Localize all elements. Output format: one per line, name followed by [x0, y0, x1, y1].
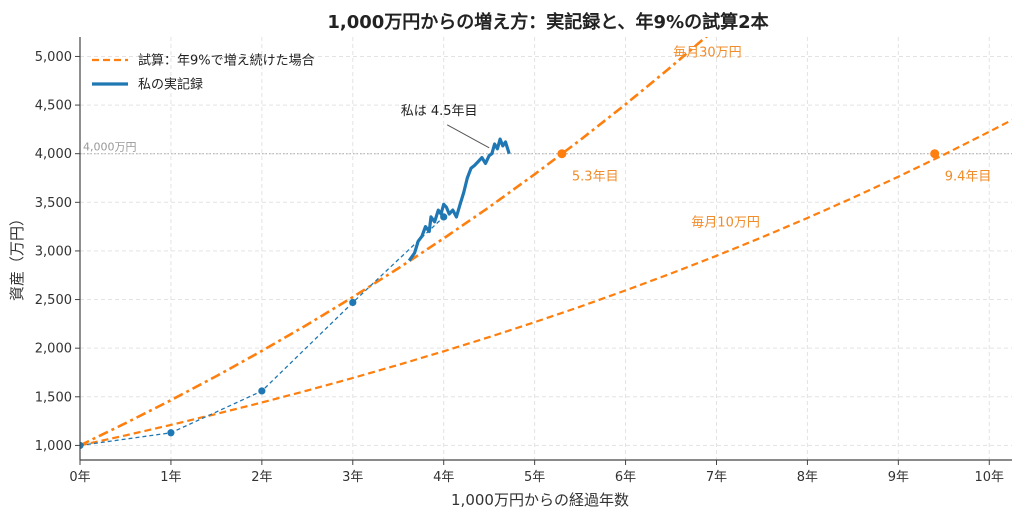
x-tick-label: 4年 — [433, 470, 454, 485]
y-tick-label: 4,000 — [35, 147, 72, 162]
series-point — [440, 213, 448, 221]
x-tick-label: 8年 — [797, 470, 818, 485]
series-point — [80, 441, 84, 450]
y-tick-label: 1,500 — [35, 390, 72, 405]
annotation-1: 毎月10万円 — [691, 215, 760, 231]
series-group — [80, 37, 1012, 450]
y-tick-label: 3,000 — [35, 244, 72, 259]
reference-line-label: 4,000万円 — [83, 141, 137, 154]
x-tick-label: 3年 — [342, 470, 363, 485]
crossing-point-label: 5.3年目 — [572, 170, 619, 185]
x-tick-label: 5年 — [524, 470, 545, 485]
series-point — [349, 298, 357, 307]
axes — [75, 37, 1012, 465]
annotation-0: 毎月30万円 — [673, 44, 742, 60]
x-tick-label: 6年 — [615, 470, 636, 485]
x-tick-label: 0年 — [69, 470, 90, 485]
x-tick-label: 7年 — [706, 470, 727, 485]
y-tick-label: 3,500 — [35, 196, 72, 211]
annotation-2: 私は 4.5年目 — [401, 104, 478, 119]
x-tick-label: 9年 — [888, 470, 909, 485]
series-point — [167, 429, 175, 437]
x-tick-label: 10年 — [974, 470, 1004, 485]
marks-group: 5.3年目 9.4年目 — [557, 149, 991, 185]
crossing-point — [930, 149, 940, 159]
series-line-1 — [80, 37, 708, 447]
annotation-arrow — [446, 124, 490, 149]
y-tick-label: 2,500 — [35, 293, 72, 308]
y-tick-label: 5,000 — [35, 50, 72, 65]
tick-labels: 0年 1年 2年 3年 4年 5年 6年 7年 8年 9年 10年 1,000 1,500 2,000 2,… — [35, 50, 1004, 485]
crossing-point — [557, 149, 567, 159]
series-line-0 — [80, 119, 1012, 447]
y-axis-label: 資産（万円） — [8, 211, 26, 301]
series-point — [258, 387, 266, 395]
grid — [79, 37, 1012, 460]
x-tick-label: 1年 — [160, 470, 181, 485]
y-tick-label: 4,500 — [35, 99, 72, 114]
legend-label-0: 試算：年9%で増え続けた場合 — [138, 53, 315, 69]
crossing-point-label: 9.4年目 — [945, 170, 992, 185]
x-tick-label: 2年 — [251, 470, 272, 485]
y-tick-label: 2,000 — [35, 342, 72, 357]
series-line-2 — [407, 137, 511, 262]
y-tick-label: 1,000 — [35, 439, 72, 454]
reference-line-group: 4,000万円 — [80, 141, 1012, 155]
x-axis-label: 1,000万円からの経過年数 — [451, 491, 629, 509]
legend-label-1: 私の実記録 — [138, 77, 203, 93]
chart-title: 1,000万円からの増え方：実記録と、年9%の試算2本 — [327, 11, 768, 33]
